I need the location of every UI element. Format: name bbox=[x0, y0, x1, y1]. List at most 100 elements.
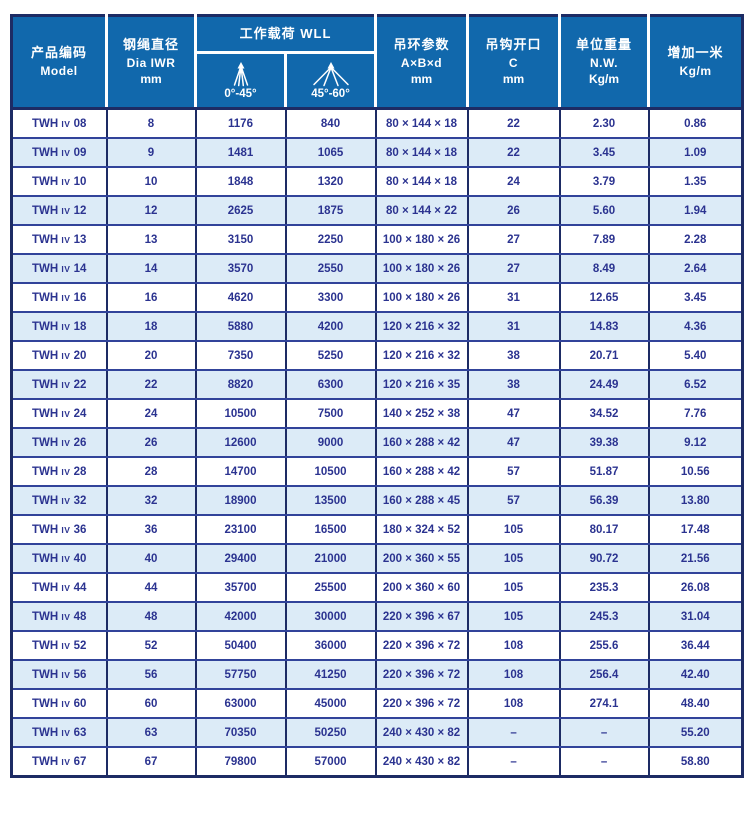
model-series-roman: IV bbox=[61, 495, 71, 506]
cell-extra: 21.56 bbox=[647, 543, 744, 574]
cell-wll_45_60: 41250 bbox=[284, 659, 377, 690]
column-header-ring-dims: 吊环参数 A×B×d mm bbox=[374, 14, 470, 110]
cell-wll_0_45: 7350 bbox=[194, 340, 287, 371]
cell-hook: 57 bbox=[466, 456, 561, 487]
cell-extra: 2.28 bbox=[647, 224, 744, 255]
table-header: 产品编码 Model 钢绳直径 Dia IWR mm 工作载荷 WLL 吊环参数… bbox=[10, 14, 745, 110]
cell-wll_45_60: 25500 bbox=[284, 572, 377, 603]
cell-wll_45_60: 13500 bbox=[284, 485, 377, 516]
cell-wll_45_60: 840 bbox=[284, 107, 377, 139]
cell-weight: 256.4 bbox=[558, 659, 650, 690]
header-weight-zh: 单位重量 bbox=[576, 36, 633, 52]
cell-weight: 2.30 bbox=[558, 107, 650, 139]
cell-ring: 100 × 180 × 26 bbox=[374, 282, 469, 313]
cell-wll_45_60: 3300 bbox=[284, 282, 377, 313]
cell-model: TWH IV 16 bbox=[10, 282, 108, 313]
cell-wll_0_45: 70350 bbox=[194, 717, 287, 748]
table-row: TWH IV 67 67 79800 57000 240 × 430 × 82– –58.… bbox=[10, 746, 744, 778]
header-extra-zh: 增加一米 bbox=[667, 45, 724, 61]
model-series-roman: IV bbox=[61, 176, 71, 187]
cell-model: TWH IV 18 bbox=[10, 311, 108, 342]
table-row: TWH IV 20 20 7350 5250 120 × 216 × 32 38 20.71… bbox=[10, 340, 744, 371]
cell-extra: 13.80 bbox=[647, 485, 744, 516]
cell-ring: 240 × 430 × 82 bbox=[374, 746, 469, 778]
cell-extra: 26.08 bbox=[647, 572, 744, 603]
cell-dia: 10 bbox=[105, 166, 197, 197]
cell-wll_45_60: 1320 bbox=[284, 166, 377, 197]
cell-model: TWH IV 22 bbox=[10, 369, 108, 400]
column-header-per-extra-meter: 增加一米 Kg/m bbox=[647, 14, 745, 110]
cell-weight: 14.83 bbox=[558, 311, 650, 342]
cell-extra: 4.36 bbox=[647, 311, 744, 342]
cell-dia: 36 bbox=[105, 514, 197, 545]
cell-model: TWH IV 14 bbox=[10, 253, 108, 284]
cell-weight: 255.6 bbox=[558, 630, 650, 661]
cell-ring: 80 × 144 × 18 bbox=[374, 107, 469, 139]
cell-wll_0_45: 10500 bbox=[194, 398, 287, 429]
cell-wll_45_60: 2550 bbox=[284, 253, 377, 284]
cell-dia: 52 bbox=[105, 630, 197, 661]
sling-angle-narrow-icon bbox=[233, 62, 248, 87]
table-row: TWH IV 09 9 1481 1065 80 × 144 × 18 22 3.45 1.0… bbox=[10, 137, 744, 168]
cell-dia: 16 bbox=[105, 282, 197, 313]
cell-weight: 12.65 bbox=[558, 282, 650, 313]
cell-weight: 20.71 bbox=[558, 340, 650, 371]
model-series-roman: IV bbox=[61, 263, 71, 274]
cell-wll_0_45: 5880 bbox=[194, 311, 287, 342]
cell-weight: 51.87 bbox=[558, 456, 650, 487]
cell-hook: – bbox=[466, 746, 561, 778]
cell-extra: 58.80 bbox=[647, 746, 744, 778]
cell-hook: 26 bbox=[466, 195, 561, 226]
column-header-wll-group: 工作载荷 WLL bbox=[193, 14, 378, 54]
table-row: TWH IV 56 56 57750 41250 220 × 396 × 72 108 25… bbox=[10, 659, 744, 690]
cell-ring: 100 × 180 × 26 bbox=[374, 224, 469, 255]
cell-hook: 108 bbox=[466, 659, 561, 690]
model-series-roman: IV bbox=[61, 524, 71, 535]
header-model-en: Model bbox=[40, 64, 78, 79]
header-hook-en: C bbox=[508, 55, 519, 70]
cell-extra: 1.94 bbox=[647, 195, 744, 226]
cell-hook: 22 bbox=[466, 107, 561, 139]
cell-ring: 200 × 360 × 60 bbox=[374, 572, 469, 603]
header-dia-zh: 钢绳直径 bbox=[122, 36, 179, 52]
product-spec-table: 产品编码 Model 钢绳直径 Dia IWR mm 工作载荷 WLL 吊环参数… bbox=[10, 14, 745, 778]
cell-wll_0_45: 1848 bbox=[194, 166, 287, 197]
cell-dia: 56 bbox=[105, 659, 197, 690]
model-series-roman: IV bbox=[61, 553, 71, 564]
model-series-roman: IV bbox=[61, 466, 71, 477]
cell-dia: 18 bbox=[105, 311, 197, 342]
cell-extra: 31.04 bbox=[647, 601, 744, 632]
model-series-roman: IV bbox=[61, 611, 71, 622]
cell-model: TWH IV 40 bbox=[10, 543, 108, 574]
model-series-roman: IV bbox=[61, 437, 71, 448]
cell-wll_0_45: 3570 bbox=[194, 253, 287, 284]
header-ring-zh: 吊环参数 bbox=[393, 36, 450, 52]
header-weight-en: N.W. bbox=[590, 55, 619, 70]
cell-hook: 47 bbox=[466, 427, 561, 458]
table-row: TWH IV 36 36 23100 16500 180 × 324 × 52 105 80… bbox=[10, 514, 744, 545]
cell-extra: 48.40 bbox=[647, 688, 744, 719]
model-series-roman: IV bbox=[61, 379, 71, 390]
cell-wll_45_60: 4200 bbox=[284, 311, 377, 342]
table-row: TWH IV 16 16 4620 3300 100 × 180 × 26 31 12.65… bbox=[10, 282, 744, 313]
cell-wll_45_60: 2250 bbox=[284, 224, 377, 255]
cell-dia: 22 bbox=[105, 369, 197, 400]
cell-hook: 38 bbox=[466, 340, 561, 371]
cell-dia: 26 bbox=[105, 427, 197, 458]
cell-ring: 120 × 216 × 32 bbox=[374, 340, 469, 371]
cell-wll_45_60: 1875 bbox=[284, 195, 377, 226]
cell-wll_0_45: 35700 bbox=[194, 572, 287, 603]
cell-weight: 274.1 bbox=[558, 688, 650, 719]
cell-wll_45_60: 7500 bbox=[284, 398, 377, 429]
model-series-roman: IV bbox=[61, 350, 71, 361]
cell-ring: 80 × 144 × 18 bbox=[374, 137, 469, 168]
column-header-model: 产品编码 Model bbox=[10, 14, 108, 110]
cell-dia: 67 bbox=[105, 746, 197, 778]
cell-weight: – bbox=[558, 717, 650, 748]
cell-wll_45_60: 9000 bbox=[284, 427, 377, 458]
column-header-wll-45-60: 45°-60° bbox=[283, 51, 378, 110]
cell-hook: 31 bbox=[466, 311, 561, 342]
cell-hook: 105 bbox=[466, 543, 561, 574]
cell-wll_0_45: 1481 bbox=[194, 137, 287, 168]
table-row: TWH IV 26 26 12600 9000 160 × 288 × 42 47 39.3… bbox=[10, 427, 744, 458]
